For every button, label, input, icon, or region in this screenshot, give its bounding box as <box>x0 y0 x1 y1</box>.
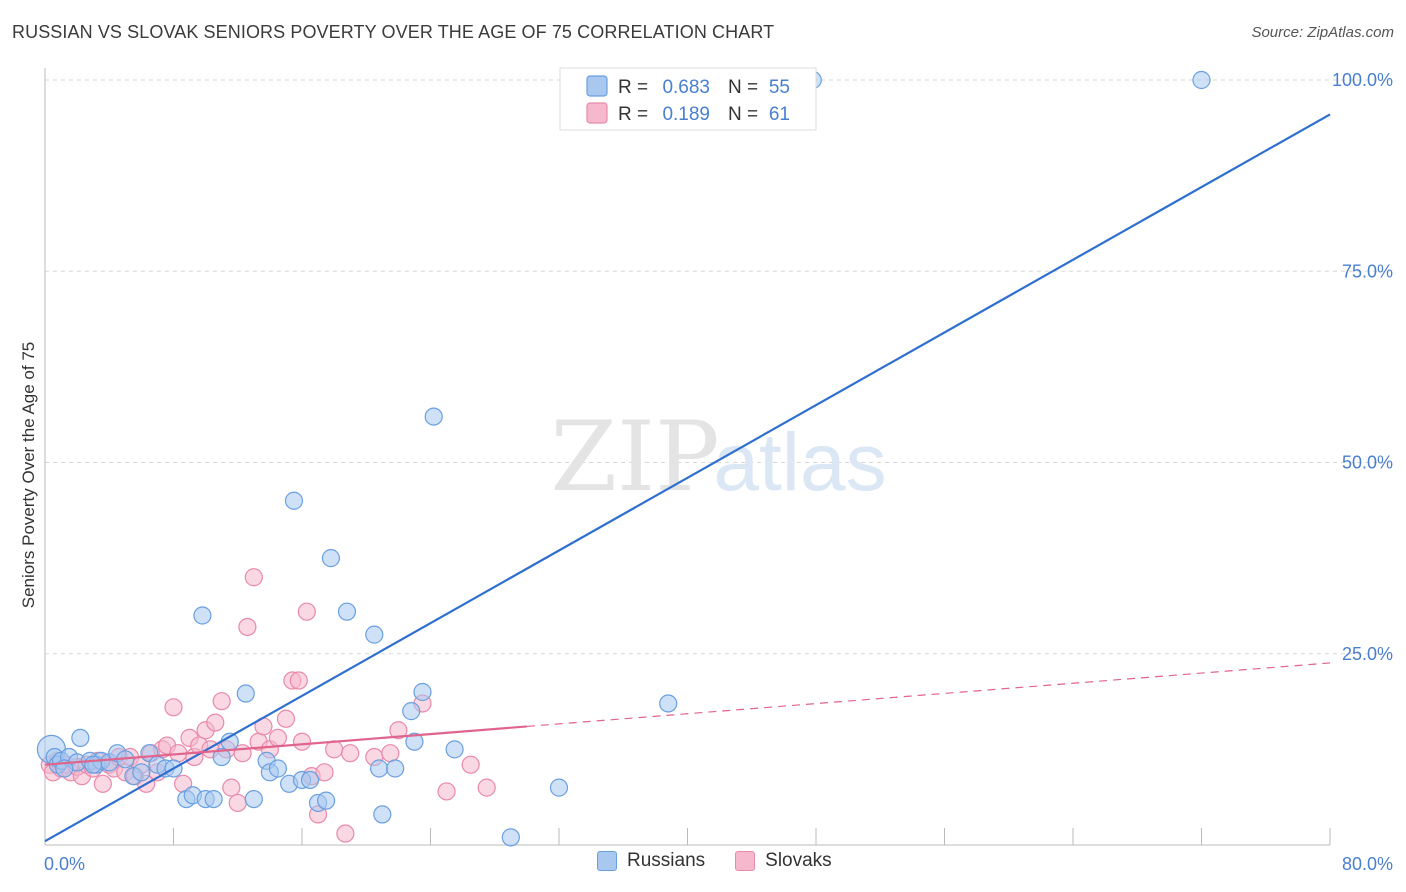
russian-point <box>284 491 304 510</box>
slovak-point <box>477 778 496 797</box>
stats-r-value: 0.683 <box>662 77 710 98</box>
source-credit: Source: ZipAtlas.com <box>1251 24 1394 41</box>
slovak-point <box>228 793 247 813</box>
russian-point <box>424 407 443 426</box>
y-axis-label: Seniors Poverty Over the Age of 75 <box>19 342 38 608</box>
legend-item-russians[interactable]: Russians <box>597 850 705 872</box>
stats-n-value: 55 <box>769 77 790 98</box>
x-tick-label-min: 0.0% <box>44 854 85 874</box>
slovak-point <box>315 763 334 782</box>
y-tick-label: 100.0% <box>1332 70 1393 90</box>
russian-point <box>193 606 212 625</box>
y-tick-label: 75.0% <box>1342 261 1393 281</box>
slovak-point <box>325 740 344 759</box>
slovak-point <box>164 698 183 717</box>
slovak-point <box>238 617 257 637</box>
stats-r-label: R = <box>618 77 648 98</box>
russians-stats-swatch <box>586 75 608 97</box>
axes <box>44 68 1331 846</box>
russian-point <box>402 702 421 721</box>
russian-point <box>501 828 520 847</box>
y-axis-label-svg: Seniors Poverty Over the Age of 75 <box>19 342 38 608</box>
russian-point <box>300 770 320 790</box>
russian-point <box>132 763 151 782</box>
stats-n-label: N = <box>728 77 758 98</box>
slovaks-points <box>40 568 496 843</box>
y-axis-label-container: Seniors Poverty Over the Age of 75 <box>14 340 44 740</box>
slovak-point <box>437 782 456 801</box>
watermark-atlas: atlas <box>713 417 886 508</box>
slovak-point <box>268 728 288 748</box>
y-tick-label: 50.0% <box>1342 453 1393 473</box>
slovak-point <box>244 568 263 587</box>
slovaks-trend-extension <box>526 662 1331 728</box>
russian-point <box>321 549 341 568</box>
slovak-point <box>461 755 480 774</box>
slovak-point <box>336 824 355 843</box>
russian-point <box>386 759 405 778</box>
slovak-point <box>276 709 296 728</box>
russian-point <box>405 732 424 751</box>
legend-label-russians: Russians <box>627 850 706 871</box>
slovak-point <box>93 774 112 793</box>
russian-point <box>268 759 288 778</box>
russian-point <box>659 694 678 713</box>
slovak-point <box>289 671 308 690</box>
russian-point <box>413 682 432 702</box>
russian-point <box>445 740 464 759</box>
legend-item-slovaks[interactable]: Slovaks <box>735 850 832 872</box>
tick-labels: 100.0% 75.0% 50.0% 25.0% 0.0% 80.0% <box>44 70 1393 874</box>
russian-point <box>204 789 223 809</box>
x-tick-label-max: 80.0% <box>1342 854 1393 874</box>
russians-trend-line <box>44 113 1331 843</box>
bottom-legend: Russians Slovaks <box>597 850 852 872</box>
russian-point <box>1192 70 1211 90</box>
russian-point <box>84 755 103 774</box>
slovaks-swatch <box>735 851 756 871</box>
slovak-point <box>206 713 225 732</box>
chart-title: RUSSIAN VS SLOVAK SENIORS POVERTY OVER T… <box>12 22 775 42</box>
slovak-point <box>212 692 231 711</box>
russians-points <box>36 70 1211 847</box>
russian-point <box>373 805 392 824</box>
russian-point <box>244 789 263 809</box>
slovak-point <box>389 721 408 740</box>
slovak-point <box>222 778 241 797</box>
russian-point <box>370 759 389 778</box>
y-tick-label: 25.0% <box>1342 644 1393 664</box>
grid-lines <box>45 79 1390 655</box>
russian-point <box>316 791 336 810</box>
slovak-point <box>341 744 360 763</box>
slovak-point <box>381 744 400 763</box>
slovaks-trend-line <box>44 725 527 766</box>
stats-n-value: 61 <box>769 104 790 125</box>
slovaks-stats-swatch <box>586 102 608 124</box>
russian-point <box>212 747 231 767</box>
russian-point <box>337 602 357 621</box>
slovak-point <box>297 602 316 621</box>
russian-point <box>71 728 90 748</box>
slovak-point <box>292 732 312 751</box>
stats-n-label: N = <box>728 104 758 125</box>
watermark-zip: ZIP <box>550 401 719 513</box>
russian-point <box>549 778 569 797</box>
russians-swatch <box>597 851 617 871</box>
stats-r-value: 0.189 <box>662 104 710 125</box>
trend-lines <box>44 113 1331 843</box>
stats-legend: R = 0.683 N = 55 R = 0.189 N = 61 <box>559 67 817 131</box>
russian-point <box>236 684 255 703</box>
stats-r-label: R = <box>618 104 648 125</box>
russian-point <box>365 625 384 644</box>
legend-label-slovaks: Slovaks <box>765 850 832 871</box>
